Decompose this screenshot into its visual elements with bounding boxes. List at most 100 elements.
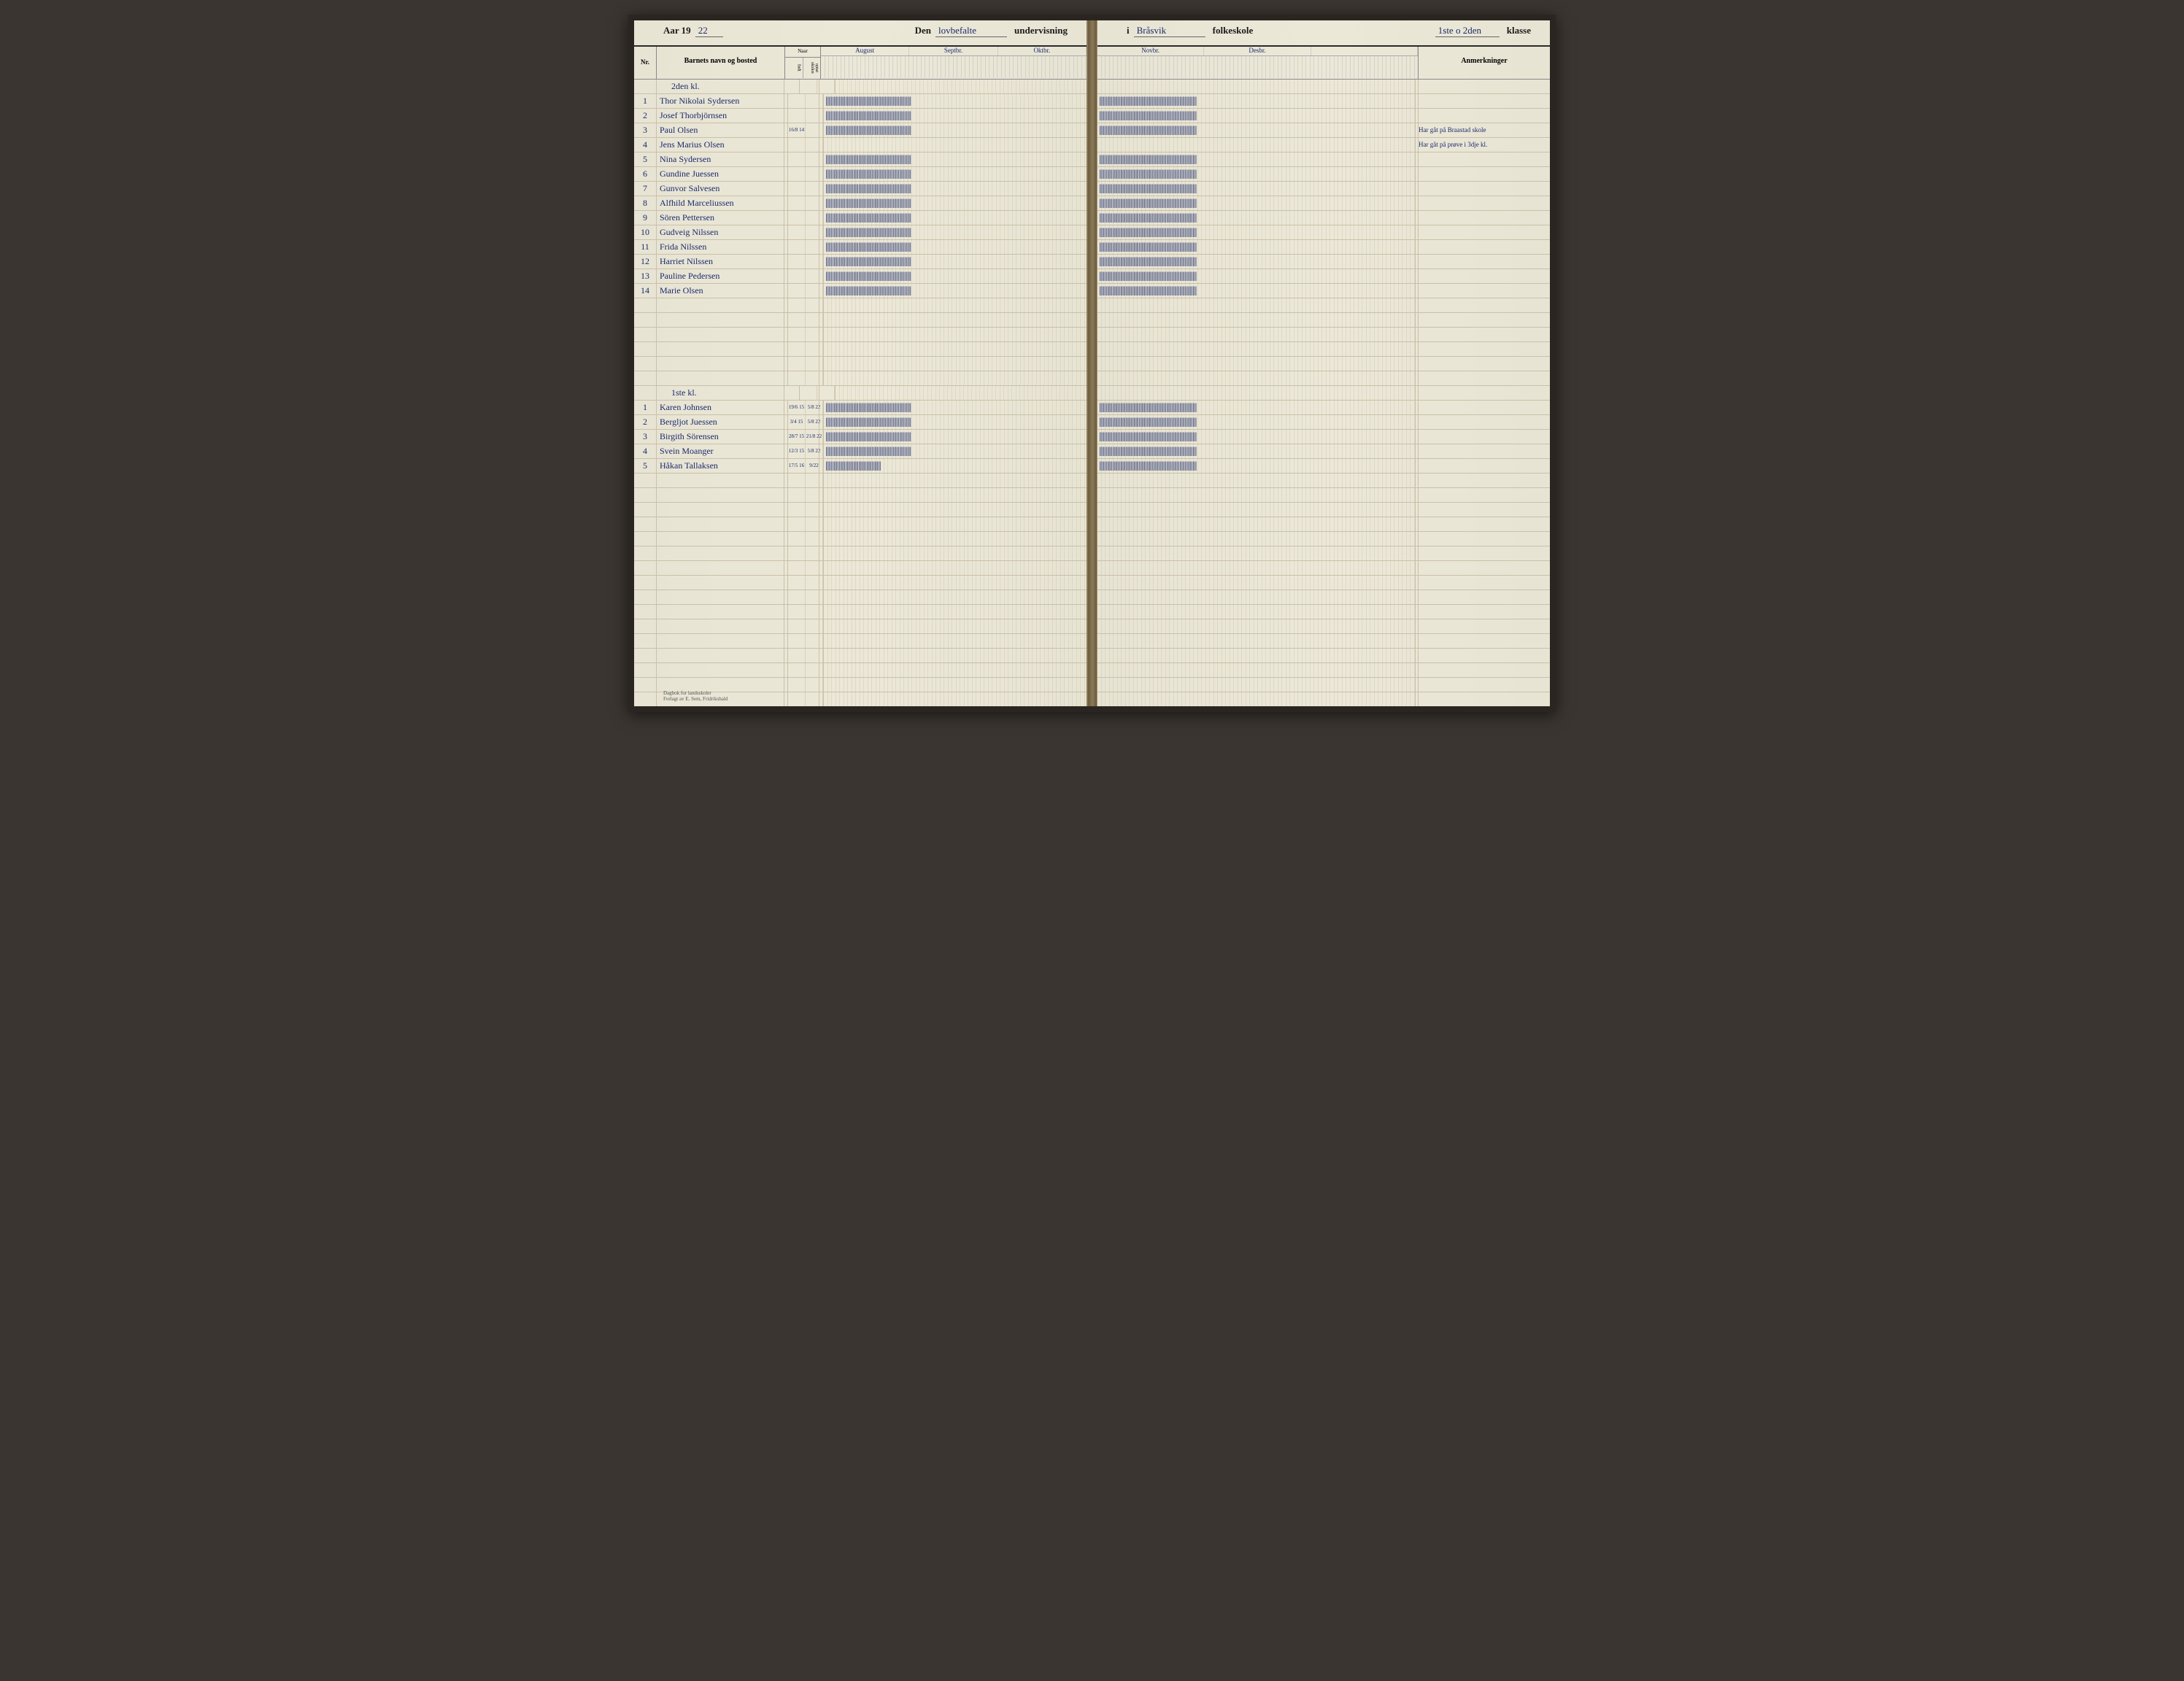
empty-row-right	[1097, 619, 1550, 634]
row-attendance-right: ||||||||||||||||||||||||||||||||||||||||…	[1097, 240, 1415, 254]
den-value: lovbefalte	[935, 25, 1007, 37]
ledger-book: Aar 19 22 Den lovbefalte undervisning Nr…	[628, 15, 1556, 712]
row-anm	[1415, 255, 1550, 268]
student-row-right: ||||||||||||||||||||||||||||||||||||||||…	[1097, 444, 1550, 459]
empty-row-right	[1097, 357, 1550, 371]
row-name: Gundine Juessen	[657, 167, 788, 181]
row-attendance-right: ||||||||||||||||||||||||||||||||||||||||…	[1097, 284, 1415, 298]
empty-row	[634, 357, 1087, 371]
optat-label: optat skolen	[803, 58, 821, 78]
empty-row	[634, 649, 1087, 663]
row-attendance	[824, 138, 1087, 152]
student-row-right: ||||||||||||||||||||||||||||||||||||||||…	[1097, 269, 1550, 284]
row-anm	[1415, 182, 1550, 196]
row-attendance: ||||||||||||||||||||||||||||||||||||||||…	[824, 211, 1087, 225]
row-anm	[1415, 211, 1550, 225]
row-name: Gudveig Nilssen	[657, 225, 788, 239]
row-anm	[1415, 240, 1550, 254]
empty-row-right	[1097, 503, 1550, 517]
student-row-right: ||||||||||||||||||||||||||||||||||||||||…	[1097, 255, 1550, 269]
row-attendance: ||||||||||||||||||||||||||||||||||||||||…	[824, 196, 1087, 210]
row-name: Karen Johnsen	[657, 401, 788, 414]
row-attendance: ||||||||||||||||||||||||||||||||||||||||…	[824, 284, 1087, 298]
row-attendance: ||||||||||||||||||||||||||||||||||||||||…	[824, 255, 1087, 268]
row-attendance-right: ||||||||||||||||||||||||||||||||||||||||…	[1097, 94, 1415, 108]
empty-row	[634, 313, 1087, 328]
student-row: 5Håkan Tallaksen17/5 169/22|||||||||||||…	[634, 459, 1087, 474]
student-row: 6Gundine Juessen||||||||||||||||||||||||…	[634, 167, 1087, 182]
row-attendance-right: ||||||||||||||||||||||||||||||||||||||||…	[1097, 255, 1415, 268]
empty-row-right	[1097, 474, 1550, 488]
student-row: 9Sören Pettersen||||||||||||||||||||||||…	[634, 211, 1087, 225]
student-row: 12Harriet Nilssen|||||||||||||||||||||||…	[634, 255, 1087, 269]
col-nr: Nr.	[634, 47, 657, 79]
fodt-label: født	[785, 58, 803, 78]
empty-row	[634, 634, 1087, 649]
empty-row	[634, 298, 1087, 313]
student-row: 8Alfhild Marceliussen |||||||||||||||||||…	[634, 196, 1087, 211]
empty-row	[634, 532, 1087, 546]
col-name: Barnets navn og bosted	[657, 47, 785, 79]
student-row-right: ||||||||||||||||||||||||||||||||||||||||…	[1097, 109, 1550, 123]
row-anm	[1415, 152, 1550, 166]
student-row-right: ||||||||||||||||||||||||||||||||||||||||…	[1097, 459, 1550, 474]
row-attendance: ||||||||||||||||||||||||||||||||||||||||…	[824, 401, 1087, 414]
col-anm: Anmerkninger	[1418, 47, 1550, 79]
row-nr: 14	[634, 284, 657, 298]
empty-row	[634, 605, 1087, 619]
student-row-right: ||||||||||||||||||||||||||||||||||||||||…	[1097, 401, 1550, 415]
row-name: Nina Sydersen	[657, 152, 788, 166]
empty-row	[634, 342, 1087, 357]
empty-row	[634, 371, 1087, 386]
student-row: 13Pauline Pedersen||||||||||||||||||||||…	[634, 269, 1087, 284]
row-nr: 4	[634, 138, 657, 152]
empty-row-right	[1097, 386, 1550, 401]
row-name: Harriet Nilssen	[657, 255, 788, 268]
row-anm	[1415, 401, 1550, 414]
empty-row	[634, 576, 1087, 590]
student-row: 5Nina Sydersen||||||||||||||||||||||||||…	[634, 152, 1087, 167]
naar-label: Naar	[785, 47, 820, 58]
row-nr: 9	[634, 211, 657, 225]
row-nr: 8	[634, 196, 657, 210]
day-grid-right	[1097, 56, 1418, 78]
row-name: Pauline Pedersen	[657, 269, 788, 283]
col-naar: Naar født optat skolen	[785, 47, 821, 79]
row-nr: 3	[634, 123, 657, 137]
empty-row-right	[1097, 371, 1550, 386]
student-row: 1Thor Nikolai Sydersen||||||||||||||||||…	[634, 94, 1087, 109]
row-attendance-right	[1097, 138, 1415, 152]
empty-row	[634, 561, 1087, 576]
row-attendance: ||||||||||||||||||||||||||||||||||||||||…	[824, 182, 1087, 196]
row-name: Bergljot Juessen	[657, 415, 788, 429]
folkeskole-label: folkeskole	[1213, 25, 1254, 36]
row-attendance: ||||||||||||||||||||||||||||||||||||||||…	[824, 94, 1087, 108]
row-attendance-right: ||||||||||||||||||||||||||||||||||||||||…	[1097, 444, 1415, 458]
row-nr: 4	[634, 444, 657, 458]
row-attendance: ||||||||||||||||||||||||||||||||||||||||…	[824, 444, 1087, 458]
row-name: Frida Nilssen	[657, 240, 788, 254]
row-attendance: ||||||||||||||||||||||||||||||||||||||||…	[824, 225, 1087, 239]
row-attendance: ||||||||||||||||||||||||||||||||||||||||…	[824, 415, 1087, 429]
row-nr: 7	[634, 182, 657, 196]
den-label: Den	[915, 25, 931, 36]
row-nr: 1	[634, 94, 657, 108]
empty-row-right	[1097, 546, 1550, 561]
student-row: 4Svein Moanger12/3 155/8 22|||||||||||||…	[634, 444, 1087, 459]
footer: Dagbok for landsskoler Forlagt av E. Sem…	[663, 690, 728, 702]
i-label: i	[1127, 25, 1130, 36]
empty-row-right	[1097, 663, 1550, 678]
month-nov: Novbr.	[1097, 47, 1204, 55]
row-attendance-right: ||||||||||||||||||||||||||||||||||||||||…	[1097, 167, 1415, 181]
row-attendance-right: ||||||||||||||||||||||||||||||||||||||||…	[1097, 225, 1415, 239]
empty-row-right	[1097, 561, 1550, 576]
empty-row-right	[1097, 328, 1550, 342]
row-name: Alfhild Marceliussen	[657, 196, 788, 210]
footer-line1: Dagbok for landsskoler	[663, 690, 728, 696]
student-row-right: ||||||||||||||||||||||||||||||||||||||||…	[1097, 415, 1550, 430]
empty-row-right	[1097, 590, 1550, 605]
student-row: 2Bergljot Juessen3/4 155/8 22|||||||||||…	[634, 415, 1087, 430]
empty-row	[634, 590, 1087, 605]
month-oct: Oktbr.	[998, 47, 1087, 55]
row-name: Birgith Sörensen	[657, 430, 788, 444]
